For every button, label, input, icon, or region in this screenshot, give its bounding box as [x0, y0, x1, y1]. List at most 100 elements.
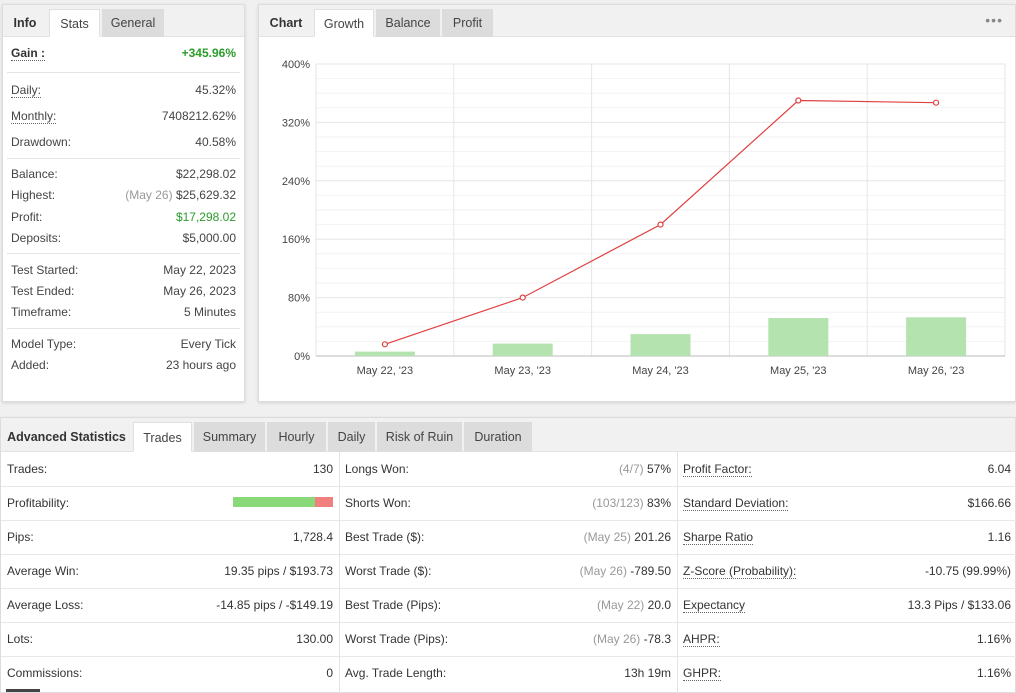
tab-summary[interactable]: Summary — [194, 422, 265, 452]
column-divider — [677, 452, 678, 693]
y-tick-label: 320% — [282, 117, 310, 129]
stat-daily: Daily: 45.32% — [3, 80, 244, 100]
stat-label: Best Trade ($): — [345, 530, 425, 544]
x-tick-label: May 26, '23 — [908, 365, 965, 377]
stat-value: 1.16% — [976, 666, 1011, 680]
test-ended-label: Test Ended: — [11, 284, 75, 298]
stat-value-wrap: 0 — [326, 656, 333, 690]
gain-label[interactable]: Gain : — [11, 46, 46, 61]
profit-value: $17,298.02 — [175, 210, 236, 224]
stat-value: 201.26 — [634, 530, 671, 544]
stat-label: Commissions: — [7, 666, 83, 680]
stat-value-wrap: (May 26) -78.3 — [593, 622, 671, 656]
monthly-label[interactable]: Monthly: — [11, 109, 57, 124]
daily-label[interactable]: Daily: — [11, 83, 42, 98]
stat-value-wrap: 1,728.4 — [293, 520, 333, 554]
stat-label: Worst Trade (Pips): — [345, 632, 449, 646]
growth-bar — [906, 317, 967, 356]
stat-label[interactable]: Z-Score (Probability): — [683, 564, 797, 579]
growth-chart: 0% 80% 160% 240% 320% 400% May 22, '23 May 23, … — [282, 59, 1006, 377]
divider — [7, 253, 240, 254]
stat-label[interactable]: Sharpe Ratio — [683, 530, 754, 545]
stat-value: 1.16 — [987, 530, 1011, 544]
stat-value-wrap: 6.04 — [988, 452, 1011, 486]
stat-value-wrap: 19.35 pips / $193.73 — [224, 554, 333, 588]
highest-value: $25,629.32 — [175, 188, 236, 202]
stat-value: $166.66 — [967, 496, 1011, 510]
stat-label: Average Loss: — [7, 598, 84, 612]
stat-value: 13.3 Pips / $133.06 — [907, 598, 1011, 612]
profitability-bar — [233, 497, 333, 507]
profitability-loss-segment — [315, 497, 333, 507]
tab-hourly[interactable]: Hourly — [267, 422, 326, 452]
row-divider — [1, 520, 1016, 521]
stat-value: 130 — [312, 462, 333, 476]
growth-point — [657, 221, 664, 228]
stat-label[interactable]: Expectancy — [683, 598, 746, 613]
test-started-label: Test Started: — [11, 263, 79, 277]
stat-label: Trades: — [7, 462, 48, 476]
tab-chart[interactable]: Chart — [269, 16, 303, 30]
stat-monthly: Monthly: 7408212.62% — [3, 106, 244, 126]
stat-label[interactable]: GHPR: — [683, 666, 722, 681]
stat-row: Pips: 1,728.4 — [1, 520, 339, 554]
stat-row: Avg. Trade Length: 13h 19m — [339, 656, 677, 690]
stat-value-wrap: (May 25) 201.26 — [584, 520, 671, 554]
stat-value: 13h 19m — [624, 666, 671, 680]
tab-profit[interactable]: Profit — [442, 9, 493, 37]
stat-value: 130.00 — [296, 632, 333, 646]
x-tick-label: May 25, '23 — [770, 365, 827, 377]
y-tick-label: 0% — [294, 351, 310, 363]
tab-growth[interactable]: Growth — [314, 9, 374, 37]
stat-value-wrap: -14.85 pips / -$149.19 — [216, 588, 333, 622]
row-divider — [1, 656, 1016, 657]
stat-label[interactable]: Profit Factor: — [683, 462, 752, 477]
tab-advanced-statistics[interactable]: Advanced Statistics — [7, 430, 126, 444]
drawdown-value: 40.58% — [195, 135, 236, 149]
x-tick-label: May 22, '23 — [357, 365, 414, 377]
test-ended-value: May 26, 2023 — [163, 284, 236, 298]
stat-row: Worst Trade (Pips): (May 26) -78.3 — [339, 622, 677, 656]
stat-value-wrap: -10.75 (99.99%) — [925, 554, 1011, 588]
stat-label: Lots: — [7, 632, 34, 646]
tab-balance[interactable]: Balance — [376, 9, 440, 37]
stat-row: Z-Score (Probability): -10.75 (99.99%) — [677, 554, 1016, 588]
tab-trades[interactable]: Trades — [133, 422, 192, 452]
stat-drawdown: Drawdown: 40.58% — [3, 132, 244, 152]
tab-stats[interactable]: Stats — [49, 9, 100, 37]
stats-tabbar: Info Stats General — [3, 5, 244, 37]
stat-note: (4/7) — [618, 462, 644, 476]
column-divider — [339, 452, 340, 693]
stat-test-ended: Test Ended: May 26, 2023 — [3, 281, 244, 301]
tab-duration[interactable]: Duration — [464, 422, 532, 452]
advanced-statistics-panel: Advanced Statistics Trades Summary Hourl… — [0, 417, 1016, 693]
chart-panel: Chart Growth Balance Profit ••• 0% 80% 160… — [258, 4, 1016, 402]
added-value: 23 hours ago — [165, 358, 236, 372]
tab-info[interactable]: Info — [13, 16, 37, 30]
stat-value-wrap: (4/7) 57% — [619, 452, 671, 486]
stats-panel: Info Stats General Gain : +345.96% Daily… — [2, 4, 245, 402]
tab-general[interactable]: General — [102, 9, 164, 37]
stat-row: Average Loss: -14.85 pips / -$149.19 — [1, 588, 339, 622]
stat-row: Standard Deviation: $166.66 — [677, 486, 1016, 520]
stat-note: (May 26) — [579, 564, 627, 578]
stat-value-wrap: 1.16% — [977, 622, 1011, 656]
stat-label[interactable]: AHPR: — [683, 632, 720, 647]
stat-added: Added: 23 hours ago — [3, 355, 244, 375]
tab-risk-of-ruin[interactable]: Risk of Ruin — [377, 422, 462, 452]
ellipsis-icon[interactable]: ••• — [985, 12, 1003, 28]
balance-label: Balance: — [11, 167, 58, 181]
growth-point — [932, 99, 940, 106]
stat-label: Best Trade (Pips): — [345, 598, 442, 612]
tab-daily[interactable]: Daily — [328, 422, 375, 452]
stat-value: 57% — [646, 462, 671, 476]
stat-row: Sharpe Ratio 1.16 — [677, 520, 1016, 554]
stat-row: Profit Factor: 6.04 — [677, 452, 1016, 486]
stat-row: Best Trade (Pips): (May 22) 20.0 — [339, 588, 677, 622]
stat-test-started: Test Started: May 22, 2023 — [3, 260, 244, 280]
advanced-tabbar: Advanced Statistics Trades Summary Hourl… — [1, 418, 1015, 452]
row-divider — [1, 486, 1016, 487]
stat-value-wrap: 130.00 — [296, 622, 333, 656]
stat-gain: Gain : +345.96% — [3, 43, 244, 63]
stat-label[interactable]: Standard Deviation: — [683, 496, 789, 511]
